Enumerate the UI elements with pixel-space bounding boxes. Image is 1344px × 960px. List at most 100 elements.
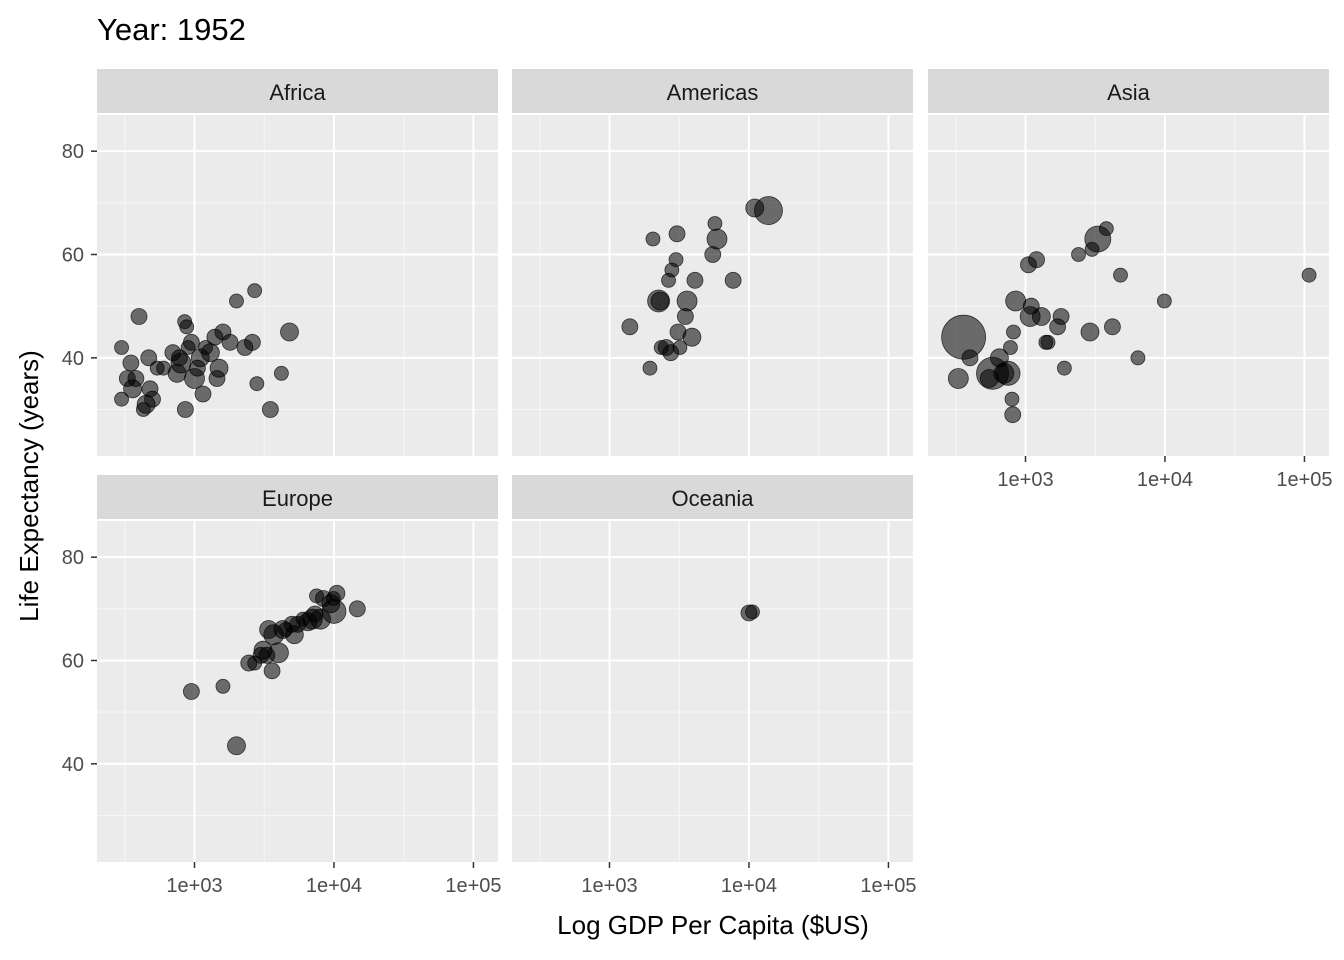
strip-label-europe: Europe [262,486,333,511]
data-point-africa [144,390,161,408]
strip-asia [928,69,1329,113]
data-point-asia [1003,340,1018,355]
data-point-asia [1301,267,1317,283]
data-point-americas [706,228,728,250]
data-point-africa [221,333,239,351]
data-point-africa [170,352,192,374]
data-point-americas [754,196,783,225]
data-point-asia [1040,334,1056,350]
data-point-africa [249,376,265,392]
data-point-asia [1004,391,1020,407]
data-point-asia [1005,290,1027,312]
data-point-asia [1031,307,1051,326]
panel-europe: Europe 40 60 80 1e+03 1e+04 1e+05 [62,475,502,897]
data-point-europe [227,736,246,756]
data-point-asia [1104,318,1121,336]
data-point-asia [1156,293,1172,309]
y-tick-label: 60 [62,651,84,673]
panel-background-europe [97,521,498,862]
data-point-africa [229,293,244,309]
data-point-americas [676,290,698,312]
data-point-africa [127,370,145,387]
data-point-africa [280,322,299,342]
x-tick-label: 1e+04 [306,875,362,897]
strip-europe [97,475,498,519]
data-point-africa [122,354,140,372]
data-point-africa [179,319,195,335]
data-point-americas [724,271,742,289]
data-point-oceania [745,604,760,620]
data-point-americas [650,291,670,311]
x-tick-label: 1e+03 [581,875,637,897]
data-point-africa [200,343,220,363]
data-point-asia [995,360,1021,386]
data-point-africa [274,365,289,381]
data-point-asia [1006,324,1021,340]
panel-background-africa [97,115,498,456]
data-point-europe [348,600,366,618]
data-point-asia [947,368,969,389]
data-point-americas [707,216,723,231]
data-point-americas [682,327,702,347]
strip-label-americas: Americas [667,80,759,105]
x-tick-label: 1e+03 [166,875,222,897]
data-point-africa [114,340,129,355]
data-point-asia [1004,406,1022,424]
data-point-europe [182,683,200,700]
data-point-africa [182,333,200,351]
data-point-asia [1080,322,1100,342]
panel-oceania: Oceania 1e+03 1e+04 1e+05 [512,475,917,897]
strip-oceania [512,475,913,519]
x-tick-label: 1e+04 [721,875,777,897]
data-point-africa [261,401,279,418]
data-point-africa [194,385,212,403]
y-tick-label: 80 [62,547,84,569]
data-point-asia [1098,221,1114,237]
x-tick-label: 1e+05 [1276,469,1332,491]
data-point-americas [645,231,661,247]
strip-label-asia: Asia [1107,80,1151,105]
data-point-africa [209,358,229,378]
y-tick-label: 40 [62,348,84,370]
x-tick-label: 1e+03 [997,469,1053,491]
panel-background-oceania [512,521,913,862]
data-point-europe [215,678,231,694]
data-point-americas [668,252,684,268]
data-point-europe [328,584,346,602]
panel-americas: Americas [512,69,913,456]
data-point-africa [247,283,263,299]
strip-label-oceania: Oceania [672,486,755,511]
strip-americas [512,69,913,113]
x-axis-title: Log GDP Per Capita ($US) [557,910,869,940]
data-point-asia [1028,251,1045,269]
data-point-americas [686,271,704,289]
data-point-asia [1056,360,1072,376]
data-point-asia [1071,247,1086,262]
data-point-europe [321,599,347,624]
data-point-americas [642,360,658,376]
strip-africa [97,69,498,113]
data-point-africa [243,333,261,351]
data-point-asia [1113,267,1128,283]
y-axis-title: Life Expectancy (years) [14,350,44,622]
panel-africa: Africa 40 60 80 [62,69,498,456]
panel-background-asia [928,115,1329,456]
data-point-americas [668,225,686,243]
y-tick-label: 80 [62,141,84,163]
data-point-europe [263,662,281,680]
x-tick-label: 1e+05 [445,875,501,897]
data-point-asia [1130,350,1146,366]
data-point-africa [130,308,148,325]
data-point-americas [621,318,639,336]
data-point-asia [961,349,979,367]
data-point-europe [268,642,289,664]
y-tick-label: 40 [62,754,84,776]
data-point-africa [140,349,158,367]
panel-asia: Asia 1e+03 1e+04 1e+05 [928,69,1333,491]
data-point-africa [176,401,194,418]
y-tick-label: 60 [62,245,84,267]
data-point-africa [114,391,129,407]
data-point-americas [672,340,688,355]
